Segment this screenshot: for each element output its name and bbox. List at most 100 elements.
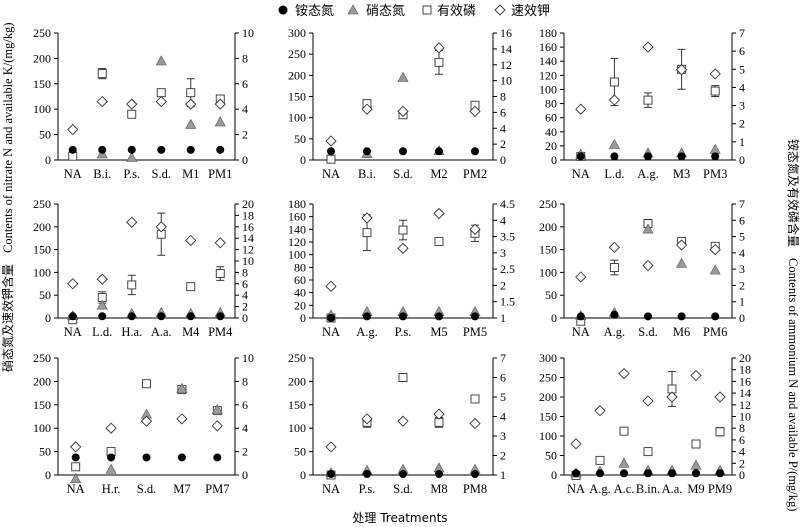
right-tick-label: 10 xyxy=(500,74,512,88)
potassium-point xyxy=(67,123,79,136)
right-tick-label: 1.5 xyxy=(500,295,515,309)
right-tick-label: 14 xyxy=(500,42,512,56)
right-tick-label: 4 xyxy=(739,246,745,260)
potassium-point xyxy=(575,271,587,283)
left-tick-label: 60 xyxy=(545,111,557,125)
left-tick-label: 200 xyxy=(539,390,557,404)
right-tick-label: 2 xyxy=(500,278,506,292)
category-label: NA xyxy=(322,167,340,181)
left-axis-title-cn: 硝态氮及速效钾含量 xyxy=(0,264,15,372)
right-tick-label: 4 xyxy=(500,410,506,424)
left-tick-label: 0 xyxy=(45,311,51,325)
potassium-point xyxy=(67,278,79,290)
legend-phosphorus-marker xyxy=(422,5,432,15)
nitrate-point xyxy=(709,143,721,154)
category-label: PM7 xyxy=(205,482,229,496)
ammonium-point xyxy=(127,145,136,154)
right-tick-label: 1 xyxy=(739,295,745,309)
left-tick-label: 100 xyxy=(33,265,51,279)
category-label: PM8 xyxy=(463,482,487,496)
ammonium-point xyxy=(692,469,700,478)
right-tick-label: 14 xyxy=(739,386,751,400)
potassium-point xyxy=(675,64,688,76)
ammonium-point xyxy=(677,152,686,161)
right-tick-label: 4 xyxy=(242,421,248,435)
phosphorus-point xyxy=(156,88,166,98)
category-label: M8 xyxy=(430,482,447,496)
right-tick-label: 4 xyxy=(242,102,248,116)
right-tick-label: 10 xyxy=(242,26,254,40)
phosphorus-point xyxy=(398,225,408,235)
ammonium-point xyxy=(399,312,407,321)
category-label: M1 xyxy=(182,167,199,181)
left-tick-label: 100 xyxy=(288,248,306,262)
phosphorus-point xyxy=(186,282,196,292)
ammonium-point xyxy=(213,453,222,462)
potassium-point xyxy=(709,68,721,80)
category-label: M9 xyxy=(687,482,704,496)
right-tick-label: 2 xyxy=(500,449,506,463)
category-label: H.r. xyxy=(102,482,121,496)
left-tick-label: 300 xyxy=(539,351,557,365)
right-tick-label: 8 xyxy=(500,90,506,104)
potassium-point xyxy=(126,216,138,228)
right-tick-label: 0 xyxy=(739,153,745,167)
left-tick-label: 150 xyxy=(33,243,51,257)
category-label: M3 xyxy=(673,167,690,181)
left-tick-label: 100 xyxy=(33,102,51,116)
ammonium-point xyxy=(363,470,371,479)
category-label: S.d. xyxy=(152,167,171,181)
ammonium-point xyxy=(644,469,652,478)
nitrate-point xyxy=(96,299,108,310)
ammonium-point xyxy=(327,470,335,479)
right-tick-label: 0 xyxy=(739,468,745,482)
ammonium-point xyxy=(216,312,225,321)
left-tick-label: 80 xyxy=(294,260,306,274)
potassium-point xyxy=(618,367,630,380)
phosphorus-point xyxy=(710,86,720,96)
right-tick-label: 16 xyxy=(500,26,512,40)
ammonium-point xyxy=(363,312,371,321)
left-tick-label: 60 xyxy=(294,273,306,287)
ammonium-point xyxy=(620,469,628,478)
nitrate-point xyxy=(397,71,409,82)
right-tick-label: 7 xyxy=(739,197,745,211)
right-tick-label: 1 xyxy=(500,468,506,482)
right-tick-label: 2 xyxy=(242,128,248,142)
potassium-point xyxy=(70,441,82,453)
legend-nitrate-marker xyxy=(347,4,359,15)
potassium-point xyxy=(361,212,373,224)
right-tick-label: 4 xyxy=(739,80,745,94)
ammonium-point xyxy=(107,453,116,462)
ammonium-point xyxy=(471,147,479,156)
nitrate-point xyxy=(126,151,138,162)
right-tick-label: 2 xyxy=(242,300,248,314)
left-tick-label: 0 xyxy=(551,311,557,325)
potassium-point xyxy=(140,415,153,427)
ammonium-point xyxy=(435,470,443,479)
nitrate-point xyxy=(70,473,82,484)
ammonium-point xyxy=(157,312,166,321)
category-label: PM5 xyxy=(463,325,487,339)
right-tick-label: 6 xyxy=(242,398,248,412)
left-tick-label: 150 xyxy=(288,398,306,412)
right-tick-label: 12 xyxy=(739,398,751,412)
legend-ammonium-label: 铵态氮 xyxy=(295,4,334,19)
legend-potassium-label: 速效钾 xyxy=(511,4,550,19)
category-label: NA xyxy=(64,167,82,181)
left-tick-label: 50 xyxy=(39,445,51,459)
left-tick-label: 150 xyxy=(539,410,557,424)
right-tick-label: 2 xyxy=(739,456,745,470)
ammonium-point xyxy=(668,469,676,478)
category-label: S.d. xyxy=(393,482,412,496)
ammonium-point xyxy=(68,312,77,321)
left-tick-label: 160 xyxy=(288,210,306,224)
potassium-point xyxy=(469,417,481,430)
left-tick-label: 100 xyxy=(539,82,557,96)
right-tick-label: 6 xyxy=(500,371,506,385)
left-tick-label: 0 xyxy=(45,468,51,482)
potassium-point xyxy=(714,391,726,403)
category-label: L.d. xyxy=(604,167,624,181)
